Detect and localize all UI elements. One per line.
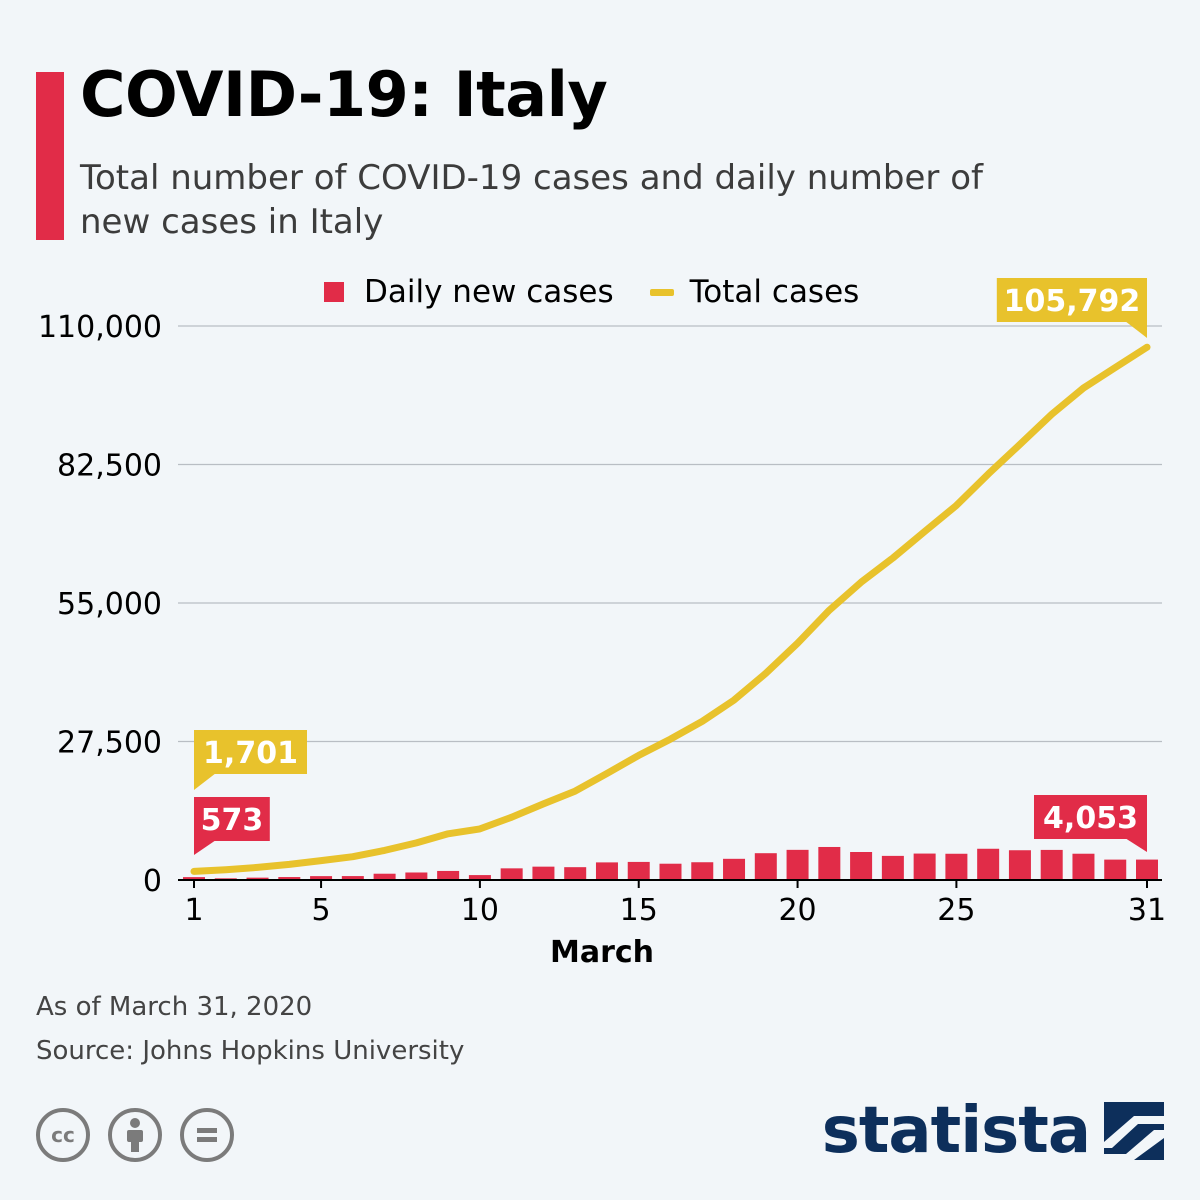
annotation-daily-end-box [1034,795,1147,839]
statista-logo[interactable]: statista [822,1094,1164,1168]
daily-bar [913,853,936,880]
daily-bar [1136,859,1158,880]
x-tick-label: 20 [778,893,816,928]
y-tick-label: 110,000 [38,310,162,345]
daily-bar [659,863,682,880]
daily-bar [183,877,205,880]
daily-bar [373,873,396,880]
chart-title: COVID-19: Italy [80,58,608,131]
annotation-total-end-label: 105,792 [1004,284,1141,319]
daily-bar [468,875,491,880]
daily-bar [405,872,428,880]
daily-bar [246,877,269,880]
chart-subtitle: Total number of COVID-19 cases and daily… [80,158,983,242]
x-tick-label: 5 [312,893,331,928]
no-derivatives-icon[interactable] [180,1108,234,1162]
x-tick-label: 31 [1128,893,1166,928]
title-accent-bar [36,72,64,240]
x-tick-label: 15 [620,893,658,928]
annotation-daily-start: 573 [194,797,270,855]
total-cases-line [190,343,1151,875]
annotation-total-end: 105,792 [996,278,1147,338]
x-tick-label: 1 [184,893,203,928]
annotation-daily-end: 4,053 [1034,795,1147,852]
y-tick-label: 0 [143,864,162,899]
annotation-daily-start-label: 573 [201,803,264,838]
daily-bar [1008,850,1031,880]
daily-bar [500,868,523,880]
annotation-daily-start-box [194,797,270,841]
annotation-daily-end-label: 4,053 [1043,801,1138,836]
daily-bars [183,846,1158,880]
daily-bar [786,849,809,880]
annotation-total-start-pointer [194,773,216,790]
annotation-total-start-label: 1,701 [203,736,298,771]
daily-bar [437,870,460,880]
daily-bar [1040,849,1063,880]
source-note: Source: Johns Hopkins University [36,1036,465,1066]
daily-bar [850,851,873,880]
statista-wordmark: statista [821,1094,1091,1168]
daily-bar [723,858,746,880]
x-axis: 1 5 10 15 20 25 31 [178,879,1166,928]
daily-bar [754,853,777,880]
daily-bar [278,877,301,880]
daily-bar [310,876,333,880]
x-tick-label: 25 [937,893,975,928]
daily-bar [564,867,587,880]
y-tick-label: 55,000 [57,587,162,622]
daily-bar [595,862,618,880]
annotation-total-start-box [194,730,307,774]
annotation-total-start: 1,701 [194,730,307,790]
daily-bar [818,846,841,880]
legend-label-total: Total cases [689,274,860,310]
daily-bar [341,876,364,880]
y-axis-ticks: 0 27,500 55,000 82,500 110,000 [38,310,162,899]
daily-bar [1072,853,1095,880]
legend-swatch-daily [324,282,344,302]
daily-bar [627,861,650,880]
x-axis-label: March [550,935,654,970]
as-of-note: As of March 31, 2020 [36,992,313,1022]
daily-bar [532,866,555,880]
daily-bar [1104,859,1127,880]
legend-item-total: Total cases [649,274,860,310]
annotation-daily-end-pointer [1125,838,1147,852]
cc-icon[interactable]: cc [36,1108,90,1162]
annotations: 1,701 573 105,792 4,053 [194,278,1147,855]
annotation-daily-start-pointer [194,840,216,855]
legend-item-daily: Daily new cases [324,274,614,310]
daily-bar [691,862,714,880]
legend-label-daily: Daily new cases [364,274,614,310]
attribution-icon[interactable] [108,1108,162,1162]
x-tick-label: 10 [461,893,499,928]
grid-lines [178,325,1162,743]
daily-bar [881,855,904,880]
annotation-total-end-pointer [1125,321,1147,338]
license-icons: cc [36,1108,252,1162]
statista-logo-icon [1104,1102,1164,1160]
y-tick-label: 82,500 [57,449,162,484]
total-line [190,343,1151,875]
daily-bar [945,853,968,880]
annotation-total-end-box [996,278,1147,322]
chart-legend: Daily new cases Total cases [324,270,895,314]
daily-bar [977,848,1000,880]
y-tick-label: 27,500 [57,726,162,761]
legend-swatch-total [649,288,674,296]
